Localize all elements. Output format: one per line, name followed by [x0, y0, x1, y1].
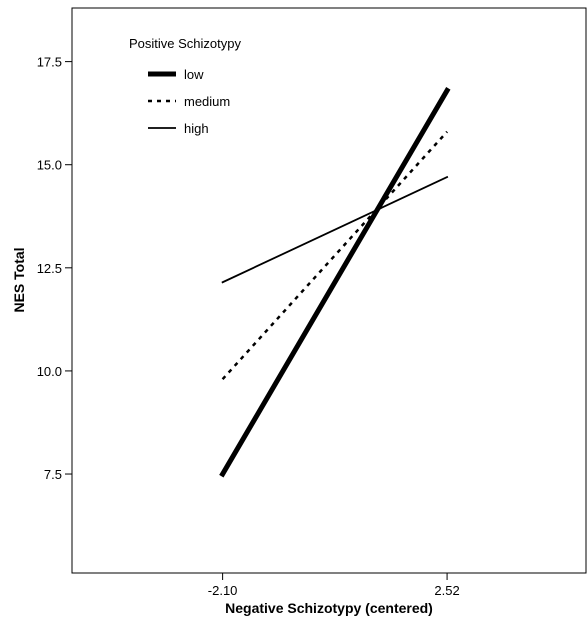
y-tick-label: 17.5	[37, 55, 62, 70]
x-axis: -2.10 2.52	[208, 573, 460, 598]
series-group	[219, 87, 451, 478]
x-tick-label: -2.10	[208, 583, 238, 598]
y-axis: 7.5 10.0 12.5 15.0 17.5	[37, 55, 72, 482]
legend-label-low: low	[184, 67, 204, 82]
y-tick-label: 15.0	[37, 158, 62, 173]
y-tick-label: 10.0	[37, 364, 62, 379]
y-tick-label: 7.5	[44, 467, 62, 482]
x-tick-label: 2.52	[434, 583, 459, 598]
series-line-high	[221, 175, 449, 284]
y-axis-title: NES Total	[11, 247, 27, 312]
legend-title: Positive Schizotypy	[129, 36, 241, 51]
y-tick-label: 12.5	[37, 261, 62, 276]
x-axis-title: Negative Schizotypy (centered)	[225, 600, 433, 616]
legend-label-high: high	[184, 121, 209, 136]
series-line-medium	[221, 130, 449, 381]
series-line-low	[219, 87, 451, 478]
legend: Positive Schizotypy low medium high	[129, 36, 241, 136]
legend-label-medium: medium	[184, 94, 230, 109]
